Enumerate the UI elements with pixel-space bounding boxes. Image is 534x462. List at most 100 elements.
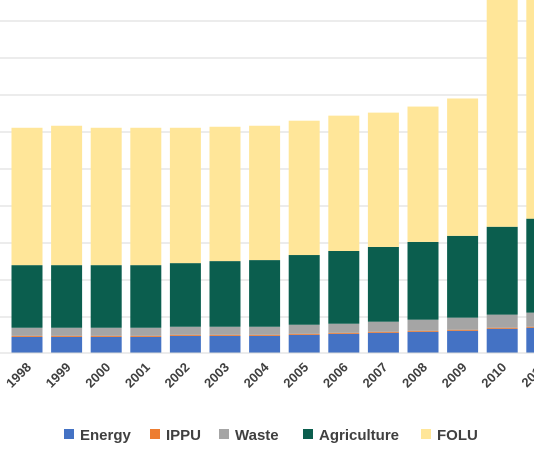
x-tick-label: 2005 [280, 360, 311, 391]
bar-folu-2002 [169, 127, 201, 264]
bar-agriculture-2010 [486, 226, 518, 315]
bar-agriculture-2000 [90, 265, 122, 328]
bar-folu-2007 [367, 112, 399, 247]
bar-ippu-2011 [526, 326, 534, 328]
legend-swatch [421, 429, 431, 439]
bar-folu-1999 [51, 125, 83, 266]
bar-agriculture-2003 [209, 261, 241, 327]
bar-ippu-2008 [407, 330, 439, 332]
legend: Energy IPPU Waste Agriculture FOLU [64, 427, 478, 444]
bar-energy-2005 [288, 334, 320, 353]
bar-waste-2009 [447, 317, 479, 330]
x-tick-label: 1999 [43, 360, 74, 391]
bar-energy-2011 [526, 327, 534, 353]
bar-agriculture-2005 [288, 255, 320, 325]
bars [11, 0, 534, 353]
bar-ippu-2005 [288, 333, 320, 335]
bar-agriculture-2006 [328, 250, 360, 324]
legend-item-folu: FOLU [421, 427, 478, 444]
bar-folu-2003 [209, 126, 241, 262]
legend-item-waste: Waste [219, 427, 279, 444]
bar-energy-2004 [249, 335, 281, 353]
bar-folu-2006 [328, 115, 360, 251]
bar-folu-2008 [407, 106, 439, 242]
bar-energy-2010 [486, 328, 518, 353]
x-tick-label: 2003 [201, 360, 232, 391]
bar-folu-2010 [486, 0, 518, 227]
bar-waste-1999 [51, 327, 83, 336]
legend-label: Agriculture [319, 427, 399, 444]
bar-energy-2006 [328, 333, 360, 353]
bar-folu-2004 [249, 125, 281, 261]
bar-ippu-1999 [51, 335, 83, 337]
bar-ippu-2000 [90, 335, 122, 337]
bar-waste-2008 [407, 319, 439, 331]
legend-swatch [303, 429, 313, 439]
legend-swatch [64, 429, 74, 439]
x-tick-label: 2011 [518, 360, 534, 391]
bar-waste-2001 [130, 327, 162, 336]
bar-agriculture-2002 [169, 263, 201, 327]
x-tick-label: 2009 [439, 360, 470, 391]
bar-agriculture-2007 [367, 246, 399, 322]
bar-folu-2000 [90, 127, 122, 266]
bar-waste-2004 [249, 326, 281, 335]
bar-folu-1998 [11, 127, 43, 266]
x-tick-label: 2002 [161, 360, 192, 391]
bar-waste-1998 [11, 327, 43, 336]
legend-item-energy: Energy [64, 427, 132, 444]
bar-ippu-2003 [209, 334, 241, 336]
x-tick-labels: 1998 1999 2000 2001 2002 2003 2004 2005 2006 2007… [3, 359, 534, 391]
bar-ippu-2002 [169, 334, 201, 336]
legend-label: Energy [80, 427, 132, 444]
bar-energy-2001 [130, 336, 162, 353]
x-tick-label: 2007 [359, 360, 390, 391]
legend-label: Waste [235, 427, 279, 444]
bar-waste-2000 [90, 327, 122, 336]
bar-ippu-2001 [130, 335, 162, 337]
x-tick-label: 2008 [399, 360, 430, 391]
legend-item-agriculture: Agriculture [303, 427, 399, 444]
bar-folu-2001 [130, 127, 162, 266]
x-tick-label: 2006 [320, 360, 351, 391]
bar-waste-2010 [486, 314, 518, 328]
bar-ippu-1998 [11, 335, 43, 337]
bar-agriculture-2001 [130, 265, 162, 328]
bar-agriculture-2008 [407, 241, 439, 320]
bar-waste-2003 [209, 326, 241, 335]
bar-folu-2005 [288, 120, 320, 256]
bar-folu-2011 [526, 0, 534, 219]
x-tick-label: 1998 [3, 360, 34, 391]
legend-label: IPPU [166, 427, 201, 444]
bar-ippu-2004 [249, 334, 281, 336]
bar-waste-2007 [367, 321, 399, 332]
bar-folu-2009 [447, 98, 479, 236]
bar-energy-2000 [90, 336, 122, 353]
x-tick-label: 2000 [82, 360, 113, 391]
bar-agriculture-1999 [51, 265, 83, 328]
bar-agriculture-2011 [526, 218, 534, 313]
bar-ippu-2006 [328, 332, 360, 334]
legend-swatch [219, 429, 229, 439]
bar-ippu-2010 [486, 327, 518, 329]
bar-energy-1999 [51, 336, 83, 353]
bar-agriculture-2004 [249, 260, 281, 327]
bar-agriculture-2009 [447, 235, 479, 318]
bar-waste-2011 [526, 312, 534, 327]
bar-energy-2007 [367, 332, 399, 353]
bar-energy-2009 [447, 330, 479, 353]
legend-label: FOLU [437, 427, 478, 444]
bar-energy-2003 [209, 335, 241, 353]
bar-energy-2002 [169, 335, 201, 353]
bar-waste-2006 [328, 323, 360, 333]
bar-energy-1998 [11, 336, 43, 353]
x-tick-label: 2010 [478, 360, 509, 391]
legend-swatch [150, 429, 160, 439]
bar-ippu-2007 [367, 331, 399, 333]
bar-waste-2002 [169, 326, 201, 335]
x-tick-label: 2001 [122, 360, 153, 391]
bar-ippu-2009 [447, 329, 479, 331]
x-tick-label: 2004 [241, 359, 273, 391]
